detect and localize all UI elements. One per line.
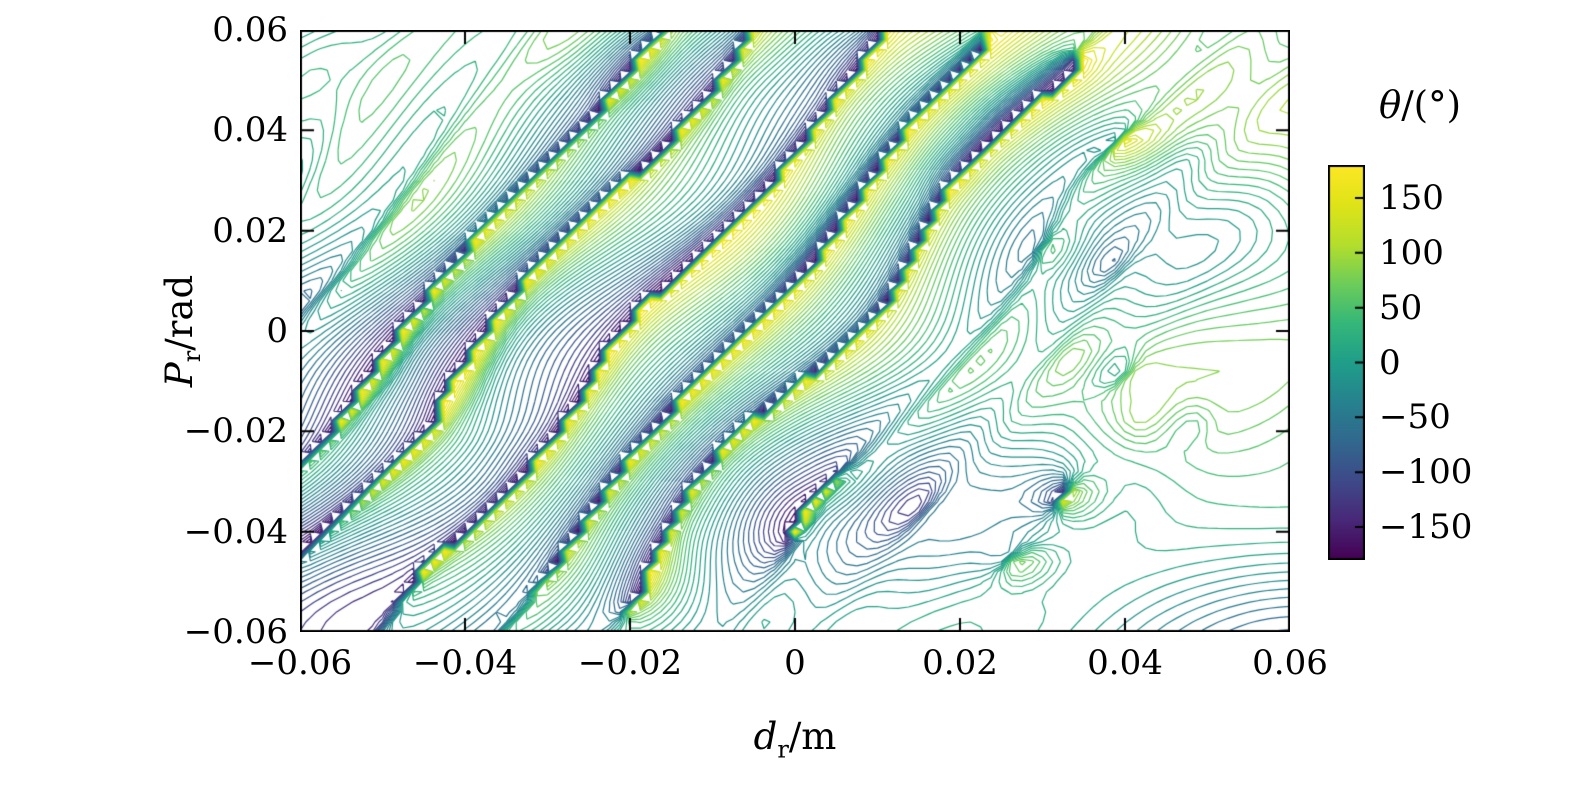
y-tick-label: 0.02 — [212, 210, 288, 251]
y-tick-label: 0.04 — [212, 110, 288, 151]
x-axis-variable: d — [753, 715, 778, 758]
y-axis-subscript: r — [178, 350, 207, 363]
contour-plot-canvas — [300, 30, 1290, 632]
colorbar-tick-label: 50 — [1379, 287, 1423, 328]
x-tick-label: 0.02 — [922, 643, 998, 683]
x-tick-label: 0 — [784, 643, 806, 683]
x-axis-subscript: r — [777, 735, 789, 764]
x-tick-label: −0.06 — [247, 643, 353, 683]
colorbar-tick-label: −50 — [1379, 397, 1451, 438]
colorbar-tick-label: 100 — [1379, 232, 1444, 273]
colorbar-tick-label: −150 — [1379, 507, 1473, 548]
y-axis-variable: P — [157, 362, 201, 388]
x-tick-label: −0.02 — [577, 643, 683, 683]
x-tick-label: 0.04 — [1087, 643, 1163, 683]
colorbar — [1328, 165, 1365, 560]
y-tick-label: −0.04 — [183, 511, 288, 552]
colorbar-tick-label: 150 — [1379, 177, 1444, 218]
colorbar-tick-label: −100 — [1379, 452, 1473, 493]
colorbar-title-symbol: θ — [1378, 83, 1402, 127]
colorbar-tick-label: 0 — [1379, 342, 1401, 383]
x-axis-label: dr/m — [754, 715, 837, 763]
y-tick-label: 0.06 — [212, 10, 288, 50]
y-axis-label: Pr/rad — [158, 275, 206, 387]
colorbar-title: θ/(°) — [1379, 84, 1461, 127]
x-axis-unit: /m — [788, 715, 837, 758]
y-tick-label: −0.06 — [183, 612, 288, 652]
colorbar-title-unit: /(°) — [1401, 83, 1462, 127]
x-tick-label: −0.04 — [412, 643, 518, 683]
x-tick-label: 0.06 — [1252, 643, 1328, 683]
y-tick-label: 0 — [266, 311, 288, 351]
y-axis-unit: /rad — [157, 274, 201, 351]
y-tick-label: −0.02 — [183, 411, 288, 452]
